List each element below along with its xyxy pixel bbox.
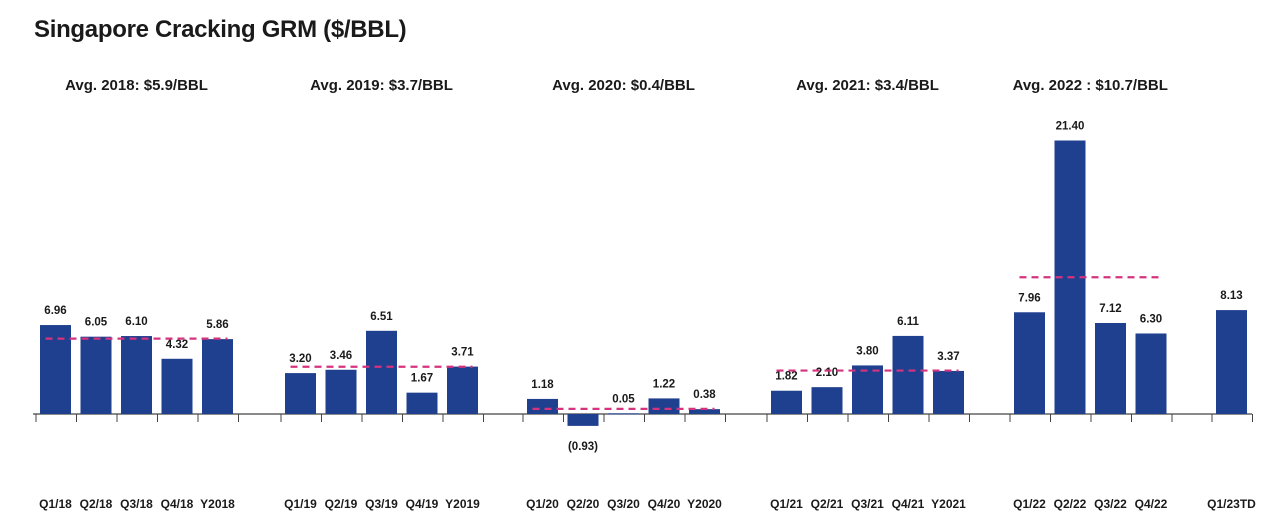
data-label: 2.10: [816, 367, 838, 379]
bar-q322: [1095, 323, 1126, 414]
data-label: 3.20: [289, 353, 311, 365]
data-label: 6.51: [370, 311, 393, 323]
data-label: 3.80: [856, 345, 878, 357]
category-label: Q1/23TD: [1207, 497, 1256, 511]
data-label: 6.05: [85, 317, 108, 329]
average-label: Avg. 2019: $3.7/BBL: [310, 77, 453, 94]
bar-q320: [608, 413, 639, 415]
category-label: Q1/18: [39, 497, 72, 511]
data-label: 7.12: [1099, 303, 1121, 315]
category-label: Q1/21: [770, 497, 803, 511]
average-label: Avg. 2018: $5.9/BBL: [65, 77, 208, 94]
category-label: Q3/19: [365, 497, 398, 511]
bar-y2021: [933, 370, 964, 414]
data-label: 1.82: [775, 371, 797, 383]
data-label: 6.96: [44, 305, 66, 317]
category-label: Q2/18: [80, 497, 113, 511]
average-label: Avg. 2022 : $10.7/BBL: [1013, 77, 1168, 94]
bar-q122: [1014, 312, 1045, 414]
category-label: Q4/21: [892, 497, 925, 511]
category-label: Q1/20: [526, 497, 559, 511]
bar-q321: [852, 365, 883, 414]
data-label: 3.37: [937, 351, 959, 363]
data-label: 7.96: [1018, 292, 1040, 304]
category-label: Q3/18: [120, 497, 153, 511]
data-label: 1.67: [411, 373, 433, 385]
category-label: Q2/22: [1054, 497, 1087, 511]
category-label: Q4/22: [1135, 497, 1168, 511]
data-label: 0.38: [693, 389, 716, 401]
category-label: Q2/20: [567, 497, 600, 511]
data-label: 8.13: [1220, 290, 1242, 302]
bar-q218: [80, 336, 112, 414]
data-label: 6.30: [1140, 313, 1162, 325]
data-label: 3.71: [451, 347, 474, 359]
bar-q219: [325, 369, 357, 414]
bar-q123td: [1216, 310, 1247, 414]
bar-q220: [567, 414, 599, 426]
bar-q418: [161, 358, 193, 414]
bar-q421: [892, 335, 924, 414]
data-label: 4.32: [166, 339, 188, 351]
category-label: Q4/19: [406, 497, 439, 511]
category-label: Q2/21: [811, 497, 844, 511]
category-label: Q4/20: [648, 497, 681, 511]
bar-q121: [771, 390, 802, 414]
data-label: 5.86: [206, 319, 228, 331]
bar-q221: [811, 387, 843, 414]
bar-q119: [285, 373, 316, 414]
category-label: Q3/20: [607, 497, 640, 511]
category-label: Q3/21: [851, 497, 884, 511]
data-label: (0.93): [568, 441, 598, 453]
data-label: 6.10: [125, 316, 147, 328]
bar-q422: [1135, 333, 1167, 414]
bar-q420: [648, 398, 680, 414]
data-label: 21.40: [1056, 121, 1085, 133]
category-label: Y2020: [687, 497, 722, 511]
data-label: 1.18: [531, 379, 554, 391]
average-label: Avg. 2020: $0.4/BBL: [552, 77, 695, 94]
bar-q120: [527, 398, 558, 414]
data-label: 0.05: [612, 393, 635, 405]
category-label: Y2019: [445, 497, 480, 511]
category-label: Y2021: [931, 497, 966, 511]
bar-y2020: [689, 409, 720, 414]
average-label: Avg. 2021: $3.4/BBL: [796, 77, 939, 94]
category-label: Q1/22: [1013, 497, 1046, 511]
bar-q118: [40, 325, 71, 414]
category-label: Q3/22: [1094, 497, 1127, 511]
bar-q419: [406, 392, 438, 414]
data-label: 3.46: [330, 350, 352, 362]
bar-y2018: [202, 339, 233, 414]
page-title: Singapore Cracking GRM ($/BBL): [34, 16, 407, 43]
category-label: Q1/19: [284, 497, 317, 511]
bar-y2019: [447, 366, 478, 414]
bar-q318: [121, 336, 152, 414]
data-label: 1.22: [653, 378, 675, 390]
category-label: Q2/19: [325, 497, 358, 511]
category-label: Q4/18: [161, 497, 194, 511]
data-label: 6.11: [897, 316, 919, 328]
category-label: Y2018: [200, 497, 235, 511]
bar-q319: [366, 330, 397, 414]
